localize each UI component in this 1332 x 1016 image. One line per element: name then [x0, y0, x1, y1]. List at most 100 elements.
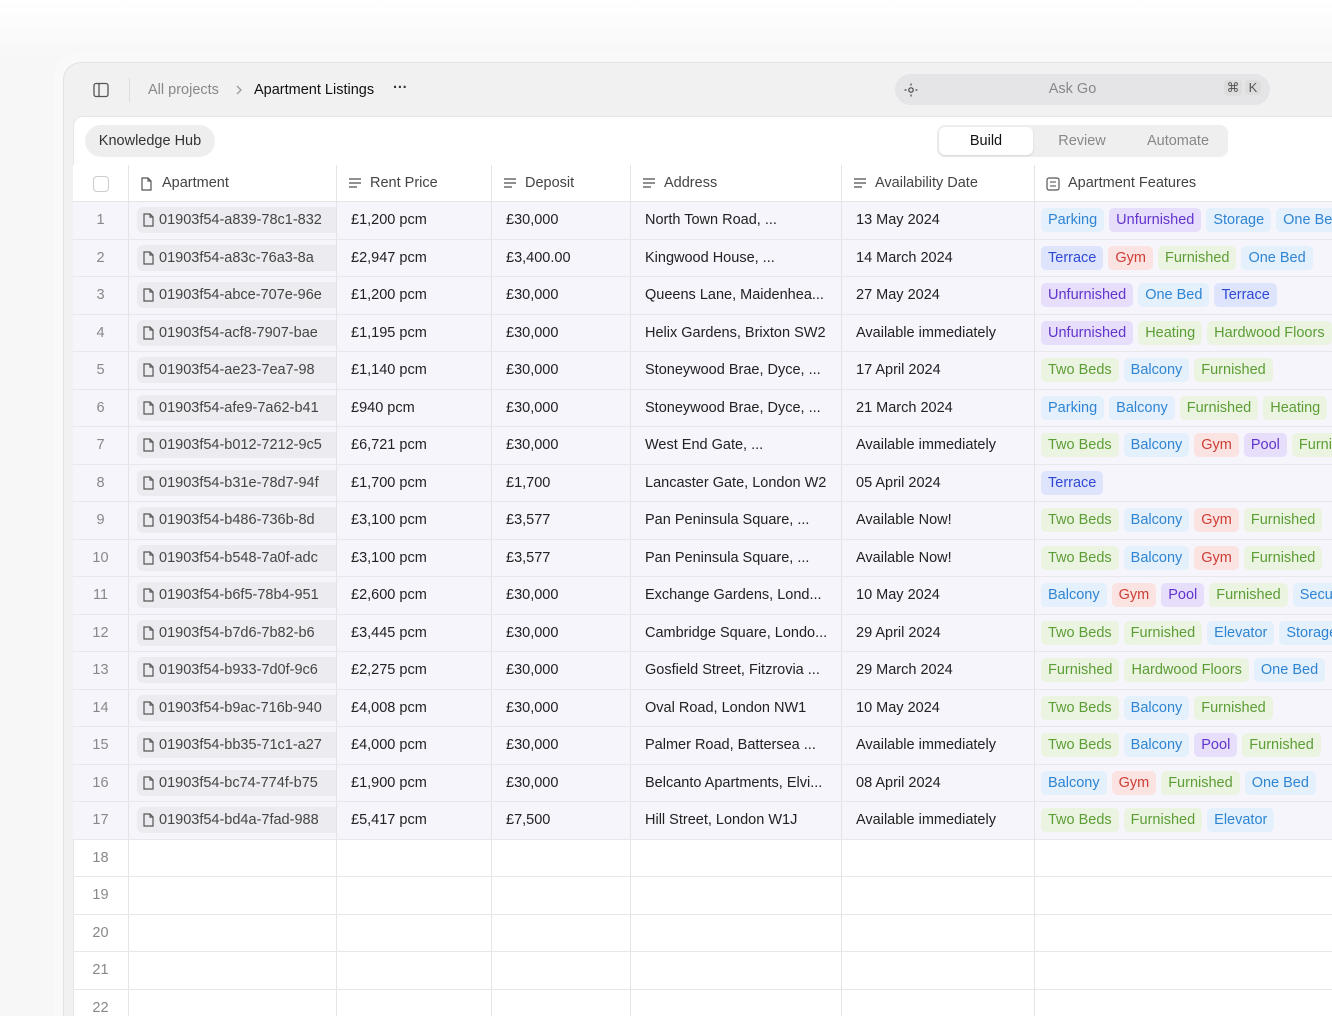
doc-icon	[142, 325, 155, 340]
cell-text: £30,000	[506, 737, 559, 753]
checkbox[interactable]	[93, 176, 109, 192]
column-header[interactable]: Address	[631, 165, 842, 202]
tab[interactable]: Build	[939, 127, 1033, 155]
record-link[interactable]: 01903f54-bc74-774f-b75	[137, 769, 336, 796]
column-header[interactable]: Apartment Features	[1035, 165, 1332, 202]
record-link[interactable]: 01903f54-a83c-76a3-8a	[137, 244, 336, 271]
record-link[interactable]: 01903f54-ae23-7ea7-98	[137, 357, 336, 383]
table-row[interactable]: 1 01903f54-a839-78c1-832 £1,200 pcm £30,000…	[73, 202, 1332, 240]
cell-text: Lancaster Gate, London W2	[645, 474, 827, 491]
table-row[interactable]: 22	[73, 989, 1332, 1016]
cell-text: £30,000	[506, 362, 559, 378]
cell: £5,417 pcm	[337, 802, 492, 839]
record-link[interactable]: 01903f54-b9ac-716b-940	[137, 694, 336, 721]
more-button[interactable]: ···	[393, 80, 408, 96]
column-header[interactable]: Availability Date	[842, 165, 1035, 202]
record-link[interactable]: 01903f54-bb35-71c1-a27	[137, 732, 336, 758]
cell-text: £940 pcm	[351, 399, 415, 416]
record-link[interactable]: 01903f54-b7d6-7b82-b6	[137, 619, 336, 646]
row-number: 2	[73, 239, 129, 276]
tab[interactable]: Automate	[1146, 133, 1210, 149]
search-placeholder: Ask Go	[1048, 81, 1097, 97]
cell-text: £3,400.00	[506, 249, 571, 266]
table-row[interactable]: 15 01903f54-bb35-71c1-a27 £4,000 pcm £30,00…	[73, 727, 1332, 765]
feature-tag: Gym	[1194, 433, 1239, 457]
table-row[interactable]: 11 01903f54-b6f5-78b4-951 £2,600 pcm £30,00…	[73, 577, 1332, 615]
cell	[129, 914, 337, 951]
table-row[interactable]: 13 01903f54-b933-7d0f-9c6 £2,275 pcm £30,00…	[73, 652, 1332, 690]
cell: £7,500	[492, 802, 631, 839]
cell	[129, 952, 337, 989]
record-link[interactable]: 01903f54-acf8-7907-bae	[137, 319, 336, 346]
cell: Oval Road, London NW1	[631, 689, 842, 726]
cell	[337, 989, 492, 1016]
cell	[1035, 915, 1332, 952]
column-header[interactable]: Deposit	[492, 165, 631, 202]
table-row[interactable]: 10 01903f54-b548-7a0f-adc £3,100 pcm £3,577…	[73, 539, 1332, 577]
table-row[interactable]: 9 01903f54-b486-736b-8d £3,100 pcm £3,577 Pa…	[73, 502, 1332, 540]
breadcrumb-link[interactable]: All projects	[148, 82, 219, 98]
cell	[492, 914, 631, 951]
doc-icon	[142, 625, 155, 640]
cell	[337, 877, 492, 914]
row-number: 13	[73, 652, 129, 689]
table-row[interactable]: 17 01903f54-bd4a-7fad-988 £5,417 pcm £7,500…	[73, 802, 1332, 840]
table-row[interactable]: 12 01903f54-b7d6-7b82-b6 £3,445 pcm £30,000…	[73, 614, 1332, 652]
cell: Two Beds Balcony Furnished	[1035, 690, 1332, 727]
feature-tag: Elevator	[1207, 808, 1275, 832]
record-link[interactable]: 01903f54-b31e-78d7-94f	[137, 469, 336, 496]
cell	[492, 989, 631, 1016]
cell: Hill Street, London W1J	[631, 802, 842, 839]
table-row[interactable]: 16 01903f54-bc74-774f-b75 £1,900 pcm £30,00…	[73, 764, 1332, 802]
table-row[interactable]: 7 01903f54-b012-7212-9c5 £6,721 pcm £30,000…	[73, 427, 1332, 465]
cell: 01903f54-bd4a-7fad-988	[129, 802, 337, 839]
record-link[interactable]: 01903f54-b012-7212-9c5	[137, 432, 336, 458]
cell: 21 March 2024	[842, 389, 1035, 426]
cell	[492, 877, 631, 914]
cell: 01903f54-acf8-7907-bae	[129, 314, 337, 351]
record-link[interactable]: 01903f54-abce-707e-96e	[137, 282, 336, 308]
cell-text: West End Gate, ...	[645, 437, 764, 453]
column-header[interactable]: Rent Price	[337, 165, 492, 202]
table-row[interactable]: 14 01903f54-b9ac-716b-940 £4,008 pcm £30,00…	[73, 689, 1332, 727]
cell: £30,000	[492, 727, 631, 764]
column-header[interactable]: Apartment	[129, 165, 337, 202]
table-row[interactable]: 3 01903f54-abce-707e-96e £1,200 pcm £30,000…	[73, 277, 1332, 315]
table-row[interactable]: 2 01903f54-a83c-76a3-8a £2,947 pcm £3,400.0…	[73, 239, 1332, 277]
table-row[interactable]: 19	[73, 877, 1332, 915]
record-link[interactable]: 01903f54-bd4a-7fad-988	[137, 807, 336, 833]
cell: 01903f54-b9ac-716b-940	[129, 689, 337, 726]
table-row[interactable]: 6 01903f54-afe9-7a62-b41 £940 pcm £30,000 St…	[73, 389, 1332, 427]
table-row[interactable]: 18	[73, 839, 1332, 877]
record-link[interactable]: 01903f54-b6f5-78b4-951	[137, 582, 336, 608]
cell: 29 April 2024	[842, 614, 1035, 651]
hub-button[interactable]: Knowledge Hub	[85, 125, 215, 157]
cell: £1,900 pcm	[337, 764, 492, 801]
record-link[interactable]: 01903f54-b486-736b-8d	[137, 507, 336, 533]
table-row[interactable]: 5 01903f54-ae23-7ea7-98 £1,140 pcm £30,000 S…	[73, 352, 1332, 390]
table-row[interactable]: 21	[73, 952, 1332, 990]
record-link[interactable]: 01903f54-b933-7d0f-9c6	[137, 657, 336, 683]
cell: 05 April 2024	[842, 464, 1035, 501]
table-row[interactable]: 20	[73, 914, 1332, 952]
table-row[interactable]: 8 01903f54-b31e-78d7-94f £1,700 pcm £1,700 L…	[73, 464, 1332, 502]
cell: Furnished Hardwood Floors One Bed	[1035, 652, 1332, 689]
column-icon	[503, 177, 517, 191]
doc-icon	[142, 438, 155, 452]
tab[interactable]: Review	[1058, 133, 1106, 149]
record-link[interactable]: 01903f54-b548-7a0f-adc	[137, 544, 336, 571]
cell: Two BedsFurnishedElevatorStorage	[1035, 615, 1332, 652]
feature-tag: Furnished	[1157, 245, 1237, 270]
cell: 01903f54-b6f5-78b4-951	[129, 577, 337, 614]
table-row[interactable]: 4 01903f54-acf8-7907-bae £1,195 pcm £30,000…	[73, 314, 1332, 352]
cell: £30,000	[492, 202, 631, 239]
cell-text: Queens Lane, Maidenhea...	[645, 287, 824, 303]
record-link[interactable]: 01903f54-a839-78c1-832	[137, 207, 336, 233]
feature-tag: Balcony	[1123, 545, 1190, 570]
cell: 01903f54-b933-7d0f-9c6	[129, 652, 337, 689]
cell: Two Beds Balcony Pool Furnished	[1035, 727, 1332, 764]
sidebar-toggle[interactable]	[93, 82, 109, 98]
column-icon	[140, 177, 154, 191]
search-bar[interactable]: Ask Go ⌘ K	[895, 74, 1270, 105]
record-link[interactable]: 01903f54-afe9-7a62-b41	[137, 394, 336, 421]
